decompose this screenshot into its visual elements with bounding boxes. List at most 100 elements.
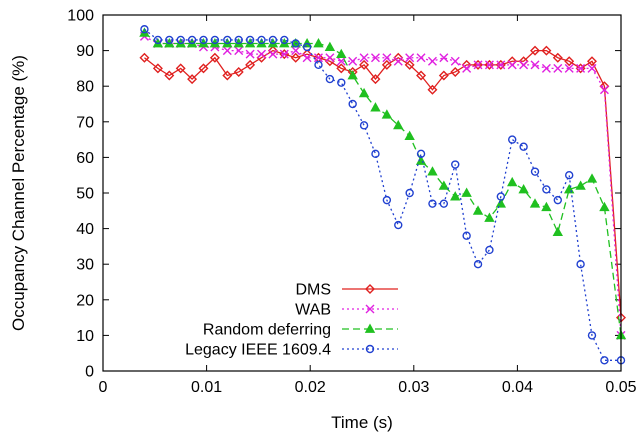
data-point: [438, 180, 450, 190]
data-point: [495, 198, 507, 208]
data-point: [313, 53, 323, 63]
series-legacy-ieee-1609-4: [140, 25, 626, 365]
data-point: [485, 245, 494, 255]
data-point: [484, 60, 494, 70]
data-point: [529, 198, 541, 208]
data-point: [393, 56, 403, 66]
data-point: [359, 53, 369, 63]
data-point: [245, 59, 256, 70]
data-point: [139, 52, 150, 63]
data-point: [587, 331, 597, 340]
plot-area: [139, 25, 627, 365]
data-point: [530, 167, 540, 176]
series-line: [144, 49, 622, 318]
data-point: [165, 35, 174, 45]
legend-marker: [365, 304, 375, 314]
data-point: [381, 59, 392, 70]
data-point: [599, 201, 610, 212]
x-tick-label: 0: [99, 379, 108, 396]
data-point: [234, 35, 243, 45]
data-point: [257, 49, 267, 59]
data-point: [325, 74, 335, 84]
series-dms: [139, 45, 626, 323]
data-point: [450, 66, 461, 77]
y-tick-label: 70: [76, 114, 94, 131]
data-point: [291, 39, 300, 48]
data-point: [600, 356, 609, 365]
legend-label: Legacy IEEE 1609.4: [185, 342, 331, 359]
data-point: [222, 70, 233, 81]
data-point: [495, 59, 506, 70]
data-point: [153, 35, 163, 45]
legend-marker: [365, 284, 375, 294]
data-point: [382, 53, 392, 63]
data-point: [393, 119, 404, 130]
data-point: [257, 35, 266, 45]
series-line: [144, 28, 621, 361]
data-point: [370, 102, 381, 112]
data-point: [564, 56, 575, 67]
data-point: [336, 48, 347, 59]
data-point: [416, 53, 426, 63]
data-point: [461, 187, 472, 197]
data-point: [210, 35, 220, 45]
data-point: [404, 59, 415, 70]
data-point: [518, 183, 529, 194]
y-tick-label: 100: [67, 8, 94, 25]
legend-marker: [364, 323, 376, 333]
y-tick-label: 0: [85, 364, 94, 381]
data-point: [415, 155, 427, 165]
data-point: [552, 52, 563, 63]
data-point: [223, 35, 232, 45]
data-point: [152, 63, 163, 74]
data-point: [450, 56, 460, 66]
data-point: [314, 60, 323, 70]
data-point: [394, 220, 403, 230]
data-point: [302, 53, 312, 63]
data-point: [484, 212, 495, 222]
data-point: [427, 166, 438, 176]
legend-label: Random deferring: [203, 322, 331, 339]
data-point: [541, 201, 552, 212]
data-point: [530, 45, 541, 56]
data-point: [564, 63, 574, 73]
data-point: [553, 63, 563, 73]
y-axis-label: Occupancy Channel Percentage (%): [9, 55, 28, 331]
y-tick-label: 80: [76, 79, 94, 96]
data-point: [575, 63, 586, 74]
y-tick-label: 40: [76, 221, 94, 238]
data-point: [564, 183, 575, 194]
data-point: [416, 149, 426, 159]
data-point: [371, 149, 380, 159]
series-line: [144, 32, 622, 336]
data-point: [280, 35, 289, 45]
data-point: [358, 87, 370, 98]
data-point: [175, 63, 186, 74]
data-point: [381, 109, 393, 119]
data-point: [576, 63, 586, 73]
data-point: [336, 63, 347, 74]
y-tick-label: 60: [76, 150, 94, 167]
data-point: [370, 53, 380, 63]
data-point: [302, 42, 312, 52]
data-point: [587, 56, 597, 67]
data-point: [473, 260, 483, 269]
legend-label: DMS: [295, 282, 331, 299]
series-random-deferring: [139, 27, 627, 340]
y-tick-label: 20: [76, 292, 94, 309]
data-point: [245, 49, 255, 59]
y-tick-label: 30: [76, 257, 94, 274]
x-tick-label: 0.04: [502, 379, 533, 396]
data-point: [451, 160, 460, 169]
data-point: [473, 60, 483, 70]
data-point: [198, 63, 209, 74]
x-axis-label: Time (s): [331, 413, 393, 432]
legend-label: WAB: [295, 302, 331, 319]
data-point: [348, 99, 357, 109]
data-point: [222, 46, 232, 56]
data-point: [519, 142, 528, 151]
data-point: [439, 199, 449, 208]
data-point: [290, 52, 301, 63]
data-point: [541, 63, 551, 73]
